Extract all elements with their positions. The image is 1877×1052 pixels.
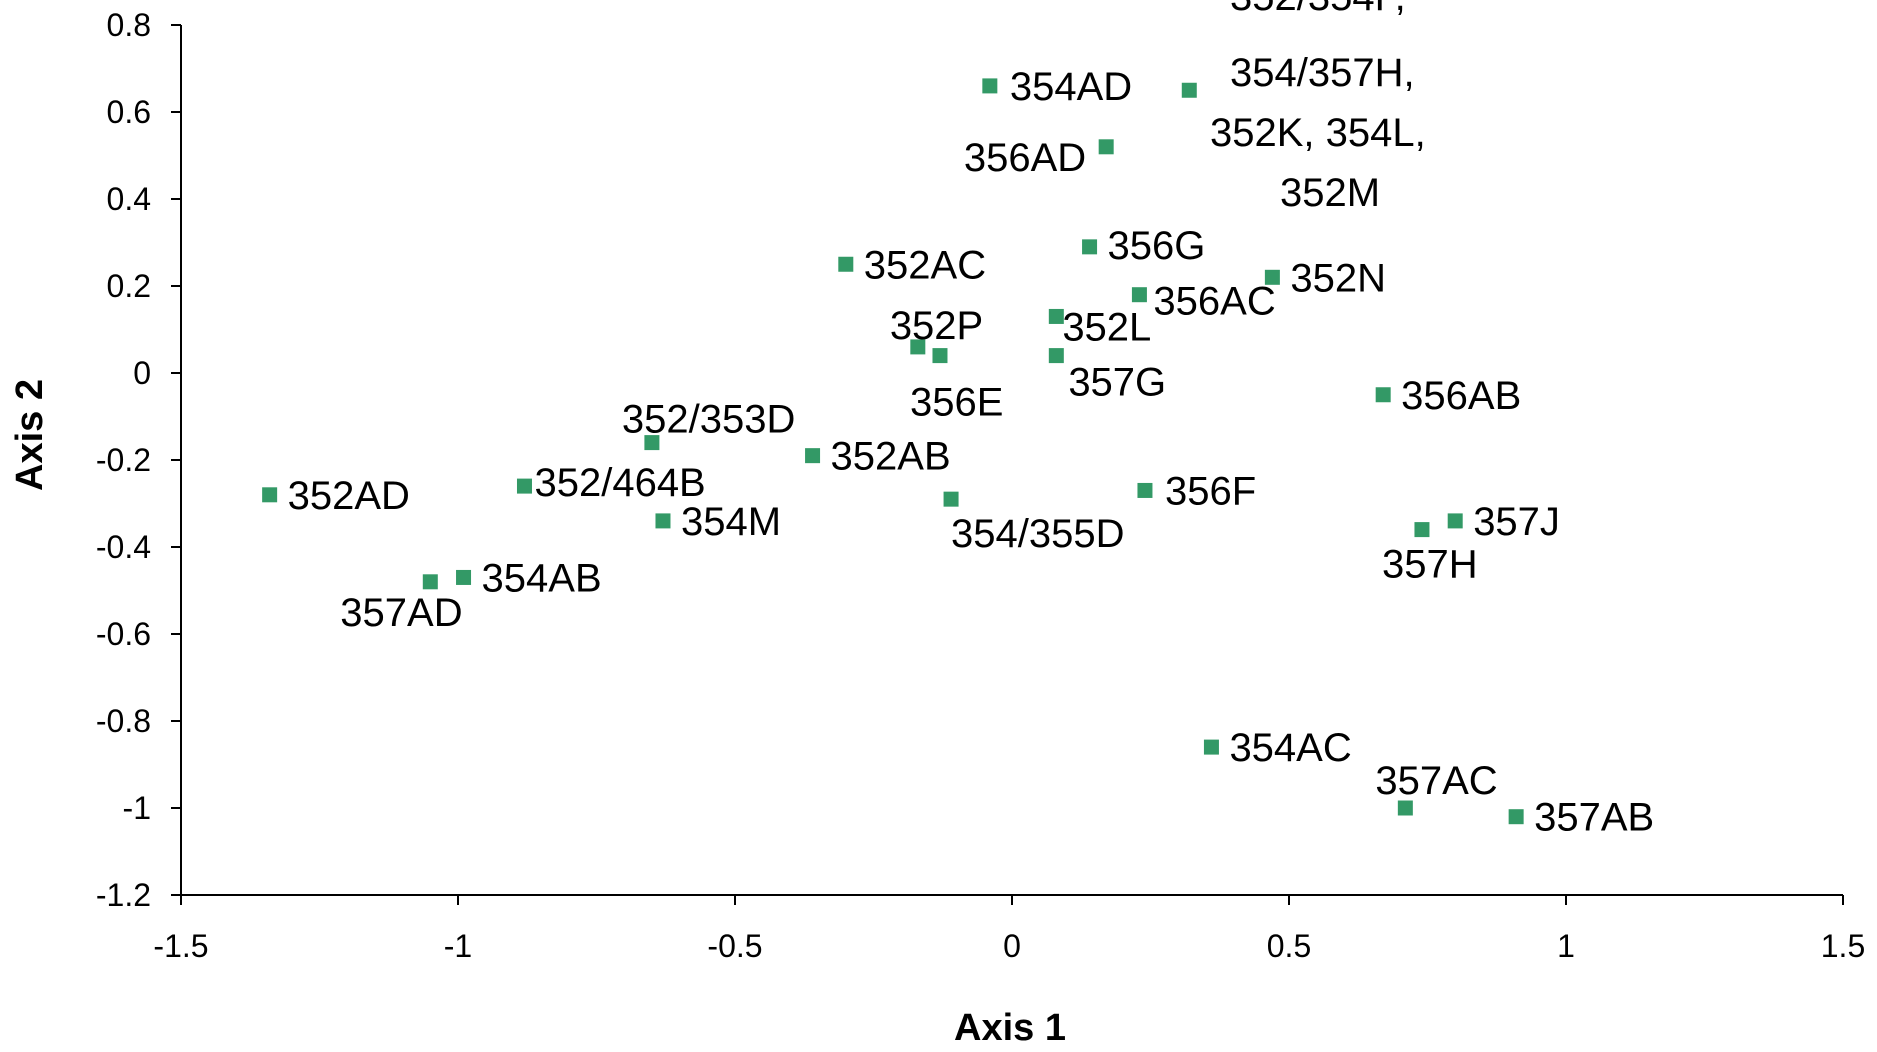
point-label: 352/353D <box>622 398 795 442</box>
point-label: 354/355D <box>951 512 1124 556</box>
y-tick-label: 0.8 <box>107 7 151 43</box>
point-label: 352M <box>1280 171 1380 215</box>
data-point <box>1131 287 1147 303</box>
data-labels: 354AD 352/354F, 354/357H, 352K, 354L, 352M 35… <box>288 0 1655 840</box>
data-point <box>982 78 998 94</box>
point-label: 357AD <box>340 591 462 635</box>
y-tick-label: -0.6 <box>96 616 151 652</box>
x-tick-label: -1 <box>444 928 472 964</box>
point-label: 356AD <box>964 136 1086 180</box>
data-point <box>838 256 854 272</box>
point-label: 354AD <box>1010 65 1132 109</box>
data-point <box>1203 739 1219 755</box>
point-label: 352/354F, <box>1230 0 1406 19</box>
point-label: 354AB <box>482 556 602 600</box>
y-tick-label: 0.4 <box>107 181 151 217</box>
y-axis-title: Axis 2 <box>9 379 51 491</box>
data-point <box>644 435 660 451</box>
data-point <box>805 448 821 464</box>
point-label: 357AB <box>1534 796 1654 840</box>
y-tick-label: -1.2 <box>96 877 151 913</box>
point-label: 357AC <box>1375 759 1497 803</box>
point-label: 352K, 354L, <box>1210 111 1426 155</box>
data-point <box>1181 82 1197 98</box>
point-label: 354/357H, <box>1230 51 1415 95</box>
point-label: 354AC <box>1229 726 1351 770</box>
point-label: 352AC <box>864 243 986 287</box>
x-tick-label: -0.5 <box>707 928 762 964</box>
data-point <box>516 478 532 494</box>
data-point <box>1414 522 1430 538</box>
y-tick-label: -0.2 <box>96 442 151 478</box>
point-label: 352AB <box>831 435 951 479</box>
y-tick-label: 0 <box>133 355 151 391</box>
x-tick-label: 0 <box>1003 928 1021 964</box>
data-point <box>1137 482 1153 498</box>
data-point <box>456 569 472 585</box>
point-label: 357J <box>1473 500 1560 544</box>
y-tick-label: 0.2 <box>107 268 151 304</box>
point-label: 356AB <box>1401 374 1521 418</box>
data-point <box>1508 809 1524 825</box>
x-tick-label: 0.5 <box>1267 928 1311 964</box>
y-tick-label: -0.4 <box>96 529 151 565</box>
point-label: 356E <box>910 381 1003 425</box>
data-point <box>1048 308 1064 324</box>
data-point <box>422 574 438 590</box>
point-label: 352AD <box>288 474 410 518</box>
point-label: 354M <box>681 500 781 544</box>
point-label: 352L <box>1062 305 1151 349</box>
x-tick-label: -1.5 <box>153 928 208 964</box>
x-axis-title: Axis 1 <box>954 1007 1066 1049</box>
point-label: 352N <box>1290 256 1386 300</box>
y-axis-ticks: 0.8 0.6 0.4 0.2 0 -0.2 -0.4 -0.6 -0.8 -1 -1.2 <box>96 7 181 913</box>
x-axis-ticks: -1.5 -1 -0.5 0 0.5 1 1.5 <box>153 895 1865 964</box>
point-label: 356F <box>1165 469 1256 513</box>
point-label: 356G <box>1108 224 1206 268</box>
data-points <box>262 78 1524 825</box>
x-tick-label: 1 <box>1557 928 1575 964</box>
data-point <box>1397 800 1413 816</box>
point-label: 357H <box>1382 543 1478 587</box>
y-tick-label: -0.8 <box>96 703 151 739</box>
data-point <box>1082 239 1098 255</box>
point-label: 356AC <box>1153 280 1275 324</box>
data-point <box>932 348 948 364</box>
point-label: 357G <box>1068 361 1166 405</box>
y-tick-label: 0.6 <box>107 94 151 130</box>
data-point <box>1375 387 1391 403</box>
data-point <box>1447 513 1463 529</box>
data-point <box>262 487 278 503</box>
data-point <box>943 491 959 507</box>
data-point <box>1098 139 1114 155</box>
data-point <box>655 513 671 529</box>
data-point <box>1264 269 1280 285</box>
point-label: 352/464B <box>534 461 705 505</box>
data-point <box>1048 348 1064 364</box>
y-tick-label: -1 <box>123 790 151 826</box>
x-tick-label: 1.5 <box>1821 928 1865 964</box>
point-label: 352P <box>890 304 983 348</box>
data-point <box>910 339 926 355</box>
